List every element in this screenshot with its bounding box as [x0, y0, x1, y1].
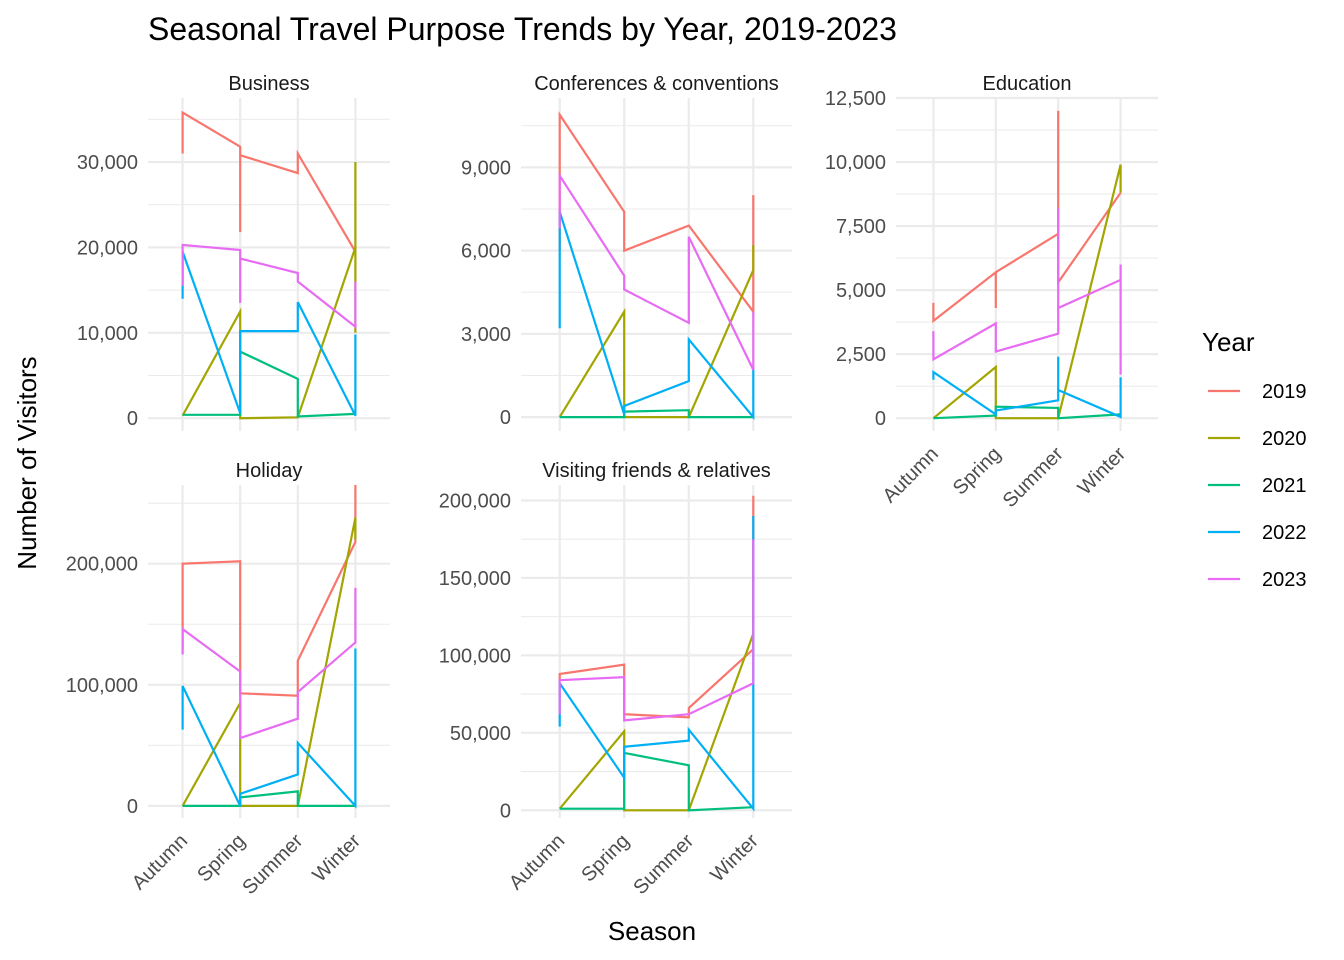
x-tick-label: Winter — [309, 830, 366, 887]
legend-item-2021: 2021 — [1208, 475, 1307, 497]
series-line-2020 — [558, 245, 755, 419]
series-line-2023 — [558, 171, 755, 371]
series-line-2023 — [558, 539, 755, 722]
y-tick-label: 9,000 — [461, 157, 511, 179]
panel-holiday: 0 100,000 200,000 Holiday Autumn SpringSummer… — [66, 460, 390, 899]
series-line-2021 — [182, 790, 356, 808]
series-line-2020 — [932, 164, 1122, 420]
panel-strip-label: Holiday — [236, 460, 303, 482]
series-lines — [181, 110, 357, 420]
series-line-2020 — [558, 633, 755, 812]
y-tick-label: 0 — [500, 800, 511, 822]
series-line-2020 — [181, 517, 357, 808]
y-tick-label: 100,000 — [66, 675, 138, 697]
series-line-2022 — [558, 516, 755, 812]
legend-item-2019: 2019 — [1208, 381, 1307, 403]
series-line-2021 — [182, 349, 356, 418]
y-tick-label: 100,000 — [439, 645, 511, 667]
x-axis-title: Season — [608, 916, 696, 946]
y-tick-label: 3,000 — [461, 324, 511, 346]
x-tick-label: Autumn — [505, 830, 569, 894]
y-tick-label: 10,000 — [825, 152, 886, 174]
series-line-2019 — [558, 495, 755, 719]
series-line-2022 — [932, 356, 1122, 419]
legend: Year 2019 2020 2021 2022 2023 — [1202, 327, 1307, 591]
y-tick-label: 150,000 — [439, 568, 511, 590]
legend-label: 2022 — [1262, 522, 1307, 544]
series-line-2022 — [181, 251, 357, 417]
x-tick-label: Autumn — [128, 830, 192, 894]
series-lines — [558, 495, 755, 812]
x-tick-label: Summer — [629, 830, 698, 899]
panel-strip-label: Visiting friends & relatives — [542, 460, 771, 482]
x-tick-label: Winter — [1074, 443, 1131, 500]
y-tick-label: 0 — [127, 408, 138, 430]
x-tick-label: Spring — [577, 830, 633, 886]
series-line-2021 — [933, 405, 1121, 420]
series-line-2021 — [559, 409, 754, 419]
legend-title: Year — [1202, 327, 1255, 357]
series-line-2022 — [181, 648, 357, 809]
x-tick-label: Spring — [193, 830, 249, 886]
y-tick-label: 200,000 — [66, 554, 138, 576]
panel-business: 0 10,000 20,000 30,000 Business — [77, 73, 390, 431]
legend-label: 2020 — [1262, 428, 1307, 450]
x-tick-label: Summer — [999, 443, 1068, 512]
y-tick-label: 0 — [127, 796, 138, 818]
panel-education: 0 2,500 5,000 7,500 10,000 12,500 Education Aut… — [825, 73, 1158, 512]
y-tick-label: 0 — [875, 408, 886, 430]
legend-label: 2019 — [1262, 381, 1307, 403]
y-tick-label: 0 — [500, 407, 511, 429]
legend-label: 2021 — [1262, 475, 1307, 497]
series-line-2019 — [181, 110, 357, 256]
panels-layer: 0 10,000 20,000 30,000 Business 0 3,000 6,000 9,… — [66, 73, 1158, 899]
panel-visiting-friends-and-relatives: 0 50,000 100,000 150,000 200,000 Visiting fri… — [439, 460, 792, 899]
series-line-2023 — [181, 587, 357, 740]
y-tick-label: 7,500 — [836, 216, 886, 238]
series-line-2021 — [559, 751, 754, 812]
y-tick-label: 12,500 — [825, 88, 886, 110]
series-lines — [932, 110, 1122, 420]
y-tick-label: 30,000 — [77, 152, 138, 174]
x-tick-label: Winter — [706, 830, 763, 887]
series-lines — [558, 111, 755, 421]
y-tick-label: 200,000 — [439, 490, 511, 512]
legend-item-2020: 2020 — [1208, 428, 1307, 450]
series-line-2023 — [932, 208, 1122, 375]
y-tick-label: 2,500 — [836, 344, 886, 366]
x-tick-label: Summer — [238, 830, 307, 899]
panel-strip-label: Business — [228, 73, 309, 95]
panel-conferences-and-conventions: 0 3,000 6,000 9,000 Conferences & convention… — [461, 73, 792, 431]
x-tick-label: Spring — [949, 443, 1005, 499]
y-tick-label: 5,000 — [836, 280, 886, 302]
y-tick-label: 50,000 — [450, 723, 511, 745]
y-tick-label: 20,000 — [77, 237, 138, 259]
series-lines — [181, 485, 357, 809]
panel-strip-label: Education — [983, 73, 1072, 95]
panel-strip-label: Conferences & conventions — [534, 73, 779, 95]
y-axis-title: Number of Visitors — [12, 356, 42, 569]
series-line-2022 — [558, 211, 755, 421]
y-tick-label: 10,000 — [77, 323, 138, 345]
legend-label: 2023 — [1262, 569, 1307, 591]
legend-item-2023: 2023 — [1208, 569, 1307, 591]
y-tick-label: 6,000 — [461, 241, 511, 263]
series-line-2023 — [181, 243, 357, 330]
chart-title: Seasonal Travel Purpose Trends by Year, … — [148, 11, 897, 47]
legend-item-2022: 2022 — [1208, 522, 1307, 544]
series-line-2019 — [558, 111, 755, 316]
x-tick-label: Autumn — [879, 443, 943, 507]
